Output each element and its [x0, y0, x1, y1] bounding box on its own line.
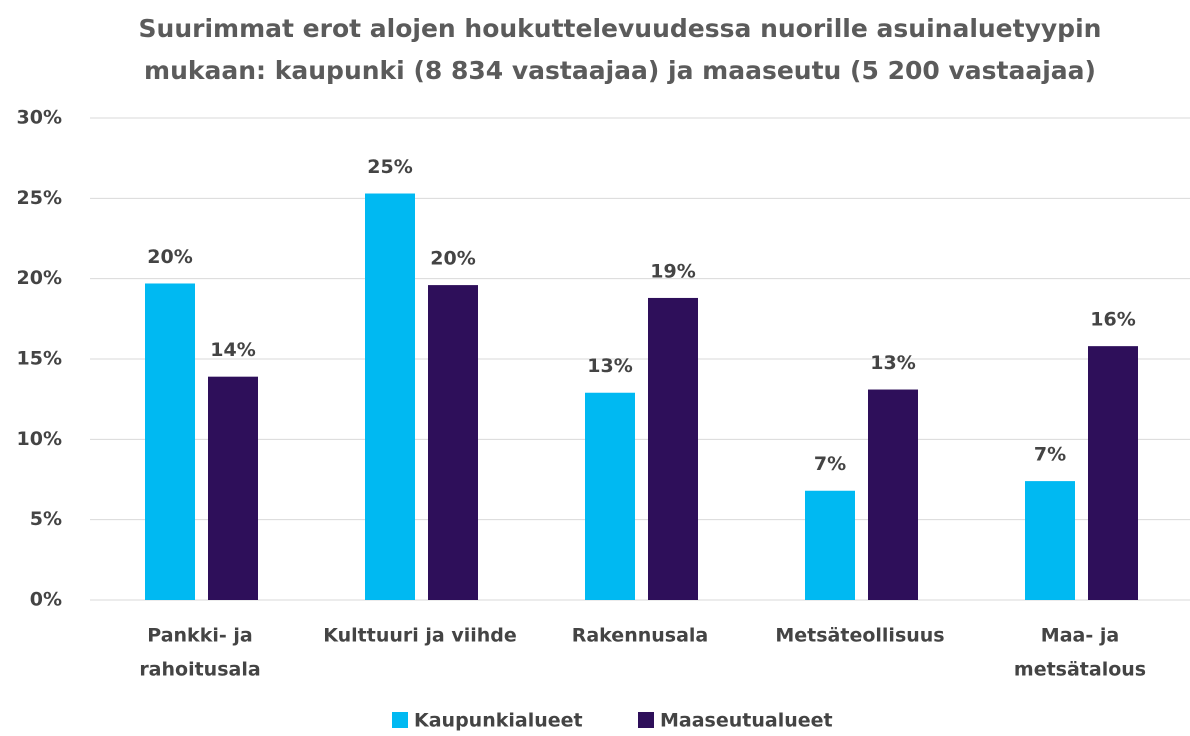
x-tick-label: Maa- ja — [1041, 625, 1119, 647]
data-label: 20% — [147, 246, 192, 268]
legend-label: Kaupunkialueet — [414, 710, 583, 732]
y-tick-label: 20% — [17, 267, 62, 289]
chart-title: Suurimmat erot alojen houkuttelevuudessa… — [139, 14, 1102, 43]
legend-swatch — [638, 712, 654, 728]
bar — [145, 283, 195, 600]
x-tick-label: metsätalous — [1014, 659, 1146, 681]
y-tick-label: 15% — [17, 348, 62, 370]
data-label: 19% — [650, 260, 695, 282]
x-tick-label: Pankki- ja — [147, 625, 252, 647]
chart-title: mukaan: kaupunki (8 834 vastaajaa) ja ma… — [144, 56, 1096, 85]
bar — [805, 490, 855, 600]
bar — [868, 389, 918, 600]
x-tick-label: Metsäteollisuus — [775, 625, 944, 647]
x-tick-label: rahoitusala — [139, 659, 260, 681]
bar — [1025, 481, 1075, 600]
y-tick-label: 25% — [17, 187, 62, 209]
legend-label: Maaseutualueet — [660, 710, 833, 732]
legend-swatch — [392, 712, 408, 728]
bar — [428, 285, 478, 600]
bar — [648, 297, 698, 600]
x-tick-label: Rakennusala — [572, 625, 709, 647]
bar — [365, 193, 415, 600]
data-label: 14% — [210, 339, 255, 361]
bar — [208, 376, 258, 600]
y-tick-label: 0% — [30, 589, 62, 611]
bar — [585, 392, 635, 600]
y-tick-label: 30% — [17, 107, 62, 129]
data-label: 13% — [870, 352, 915, 374]
data-label: 13% — [587, 355, 632, 377]
y-tick-label: 10% — [17, 428, 62, 450]
data-label: 25% — [367, 156, 412, 178]
data-label: 7% — [814, 453, 846, 475]
x-tick-label: Kulttuuri ja viihde — [323, 625, 517, 647]
data-label: 7% — [1034, 444, 1066, 466]
data-label: 16% — [1090, 309, 1135, 331]
bar — [1088, 346, 1138, 600]
data-label: 20% — [430, 248, 475, 270]
y-tick-label: 5% — [30, 508, 62, 530]
